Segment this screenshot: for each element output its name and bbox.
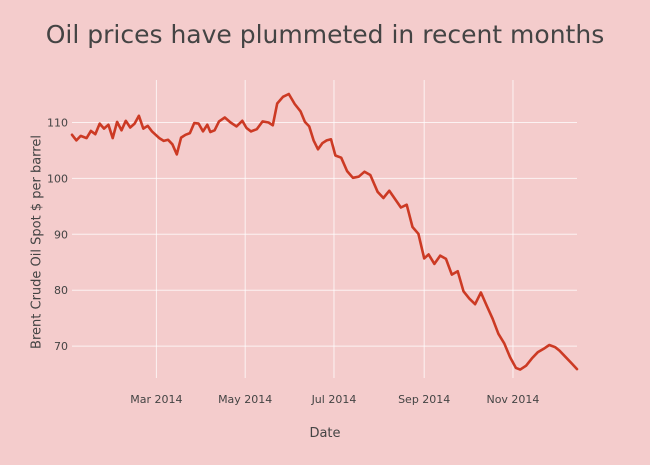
y-tick-label-70: 70 xyxy=(54,340,68,353)
series-line-0 xyxy=(70,92,579,371)
chart-title: Oil prices have plummeted in recent mont… xyxy=(45,20,605,49)
x-tick-label-1: May 2014 xyxy=(218,393,272,406)
x-tick-label-3: Sep 2014 xyxy=(398,393,450,406)
x-tick-label-2: Jul 2014 xyxy=(311,393,357,406)
y-tick-label-100: 100 xyxy=(47,172,68,185)
x-axis-title: Date xyxy=(309,426,341,441)
y-axis-title: Brent Crude Oil Spot $ per barrel xyxy=(29,135,45,349)
x-tick-label-4: Nov 2014 xyxy=(486,393,539,406)
y-tick-label-90: 90 xyxy=(54,228,68,241)
y-tick-label-110: 110 xyxy=(47,116,68,129)
y-tick-label-80: 80 xyxy=(54,284,68,297)
x-tick-label-0: Mar 2014 xyxy=(130,393,182,406)
